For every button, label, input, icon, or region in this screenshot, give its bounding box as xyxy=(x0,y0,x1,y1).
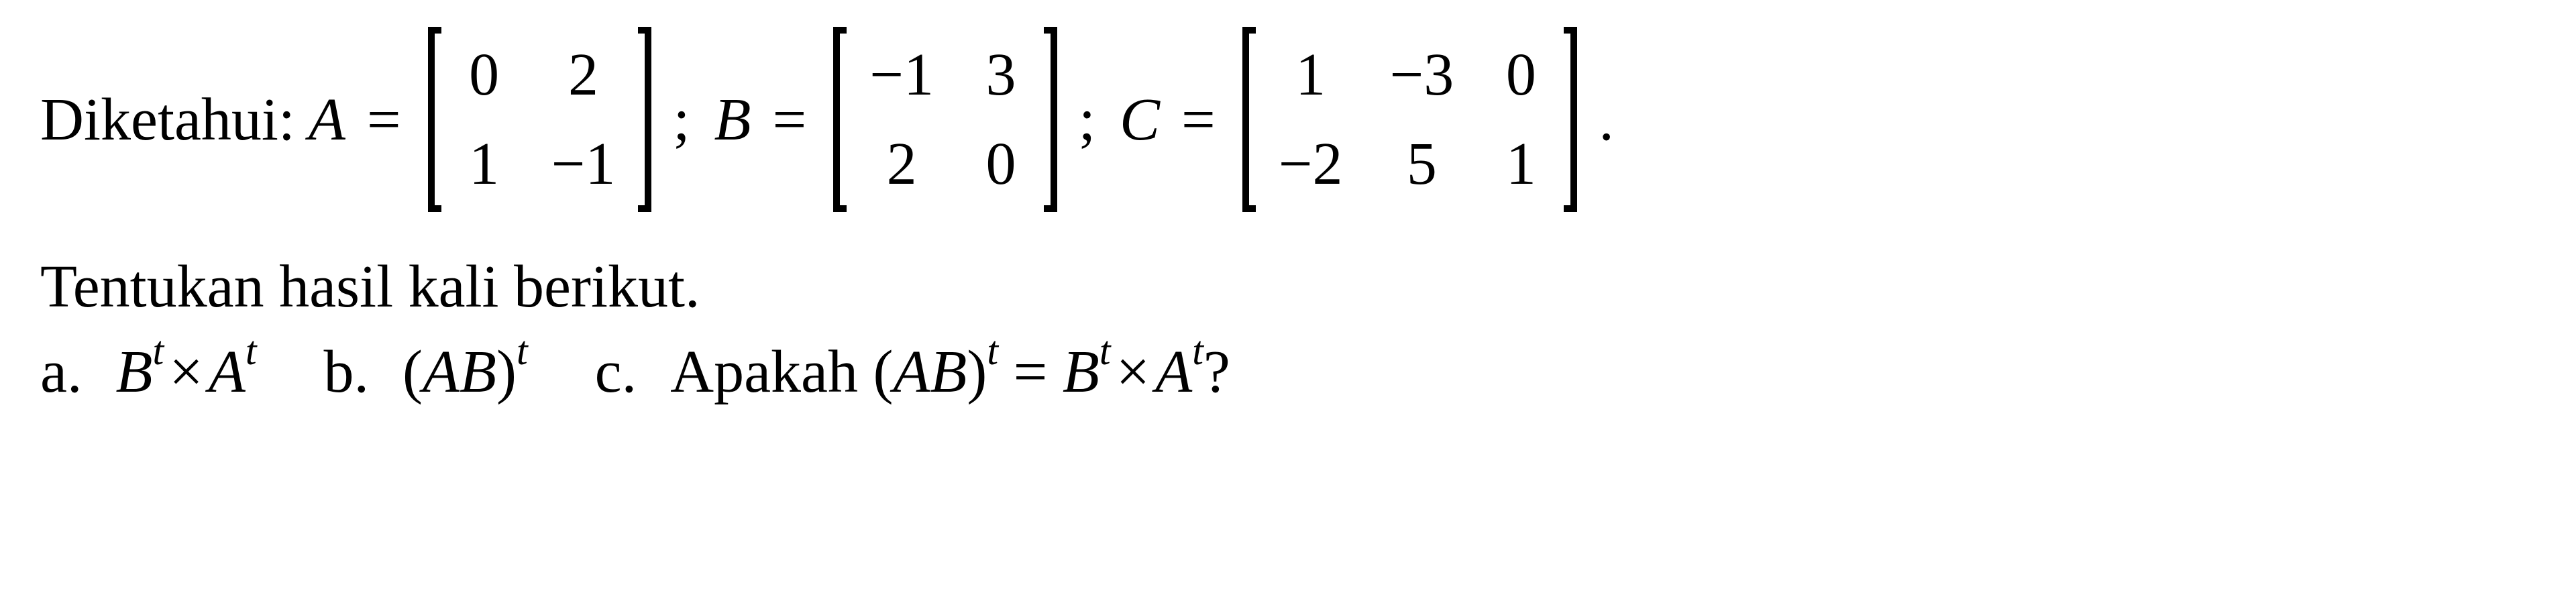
expr-A: A xyxy=(1155,339,1192,405)
period: . xyxy=(1599,85,1614,154)
cell: 5 xyxy=(1401,129,1442,199)
equals-3: = xyxy=(1181,85,1216,154)
cell: 1 xyxy=(464,129,504,199)
matrix-B-content: −1 3 2 0 xyxy=(849,27,1041,212)
close-paren: ) xyxy=(496,339,517,405)
cell: 2 xyxy=(881,129,922,199)
matrix-C-content: 1 −3 0 −2 5 1 xyxy=(1258,27,1562,212)
equals-1: = xyxy=(367,85,401,154)
separator: ; xyxy=(673,85,690,154)
parts-row: a. Bt×At b. (AB)t c. Apakah (AB)t = Bt×A… xyxy=(40,335,2536,406)
matrix-B: −1 3 2 0 xyxy=(833,27,1057,212)
cell: 0 xyxy=(981,129,1021,199)
bracket-right-icon xyxy=(1561,27,1577,212)
question-mark: ? xyxy=(1203,339,1230,405)
expr-t: t xyxy=(1099,329,1111,373)
times-icon: × xyxy=(169,339,203,405)
expr-t: t xyxy=(246,329,257,373)
equals: = xyxy=(1014,339,1048,405)
equals-2: = xyxy=(772,85,806,154)
given-line: Diketahui: A = 0 2 1 −1 ; B = −1 3 2 0 xyxy=(40,27,2536,212)
bracket-left-icon xyxy=(833,27,849,212)
cell: 2 xyxy=(564,40,604,109)
bracket-left-icon xyxy=(428,27,444,212)
given-label: Diketahui: xyxy=(40,85,295,154)
expr-t: t xyxy=(987,329,998,373)
expr-t: t xyxy=(152,329,164,373)
expr-t: t xyxy=(1192,329,1203,373)
expr-AB: AB xyxy=(423,339,496,405)
expr-B: B xyxy=(115,339,152,405)
cell: −2 xyxy=(1279,129,1343,199)
var-C: C xyxy=(1120,85,1160,154)
expr-B: B xyxy=(1063,339,1099,405)
expr-A: A xyxy=(209,339,246,405)
part-a-expr: Bt×At xyxy=(115,335,256,406)
cell: −1 xyxy=(551,129,616,199)
part-b-expr: (AB)t xyxy=(402,335,528,406)
part-c-label: c. xyxy=(595,337,637,406)
part-c: c. Apakah (AB)t = Bt×At? xyxy=(595,335,1230,406)
part-a: a. Bt×At xyxy=(40,335,257,406)
open-paren: ( xyxy=(873,339,893,405)
cell: −1 xyxy=(869,40,934,109)
part-a-label: a. xyxy=(40,337,82,406)
matrix-A: 0 2 1 −1 xyxy=(428,27,652,212)
bracket-right-icon xyxy=(1041,27,1057,212)
separator: ; xyxy=(1079,85,1095,154)
cell: −3 xyxy=(1390,40,1454,109)
cell: 0 xyxy=(1501,40,1541,109)
matrix-C: 1 −3 0 −2 5 1 xyxy=(1242,27,1578,212)
part-b: b. (AB)t xyxy=(324,335,528,406)
times-icon: × xyxy=(1116,339,1150,405)
open-paren: ( xyxy=(402,339,423,405)
expr-AB: AB xyxy=(893,339,967,405)
instruction-text: Tentukan hasil kali berikut. xyxy=(40,252,2536,321)
matrix-A-content: 0 2 1 −1 xyxy=(444,27,636,212)
part-c-text: Apakah (AB)t = Bt×At? xyxy=(670,335,1230,406)
cell: 3 xyxy=(981,40,1021,109)
bracket-left-icon xyxy=(1242,27,1258,212)
var-A: A xyxy=(309,85,345,154)
cell: 1 xyxy=(1291,40,1331,109)
var-B: B xyxy=(714,85,751,154)
expr-t: t xyxy=(517,329,528,373)
cell: 0 xyxy=(464,40,504,109)
cell: 1 xyxy=(1501,129,1541,199)
close-paren: ) xyxy=(967,339,987,405)
math-problem: Diketahui: A = 0 2 1 −1 ; B = −1 3 2 0 xyxy=(40,27,2536,406)
part-b-label: b. xyxy=(324,337,370,406)
bracket-right-icon xyxy=(635,27,651,212)
apakah-text: Apakah xyxy=(670,339,858,405)
